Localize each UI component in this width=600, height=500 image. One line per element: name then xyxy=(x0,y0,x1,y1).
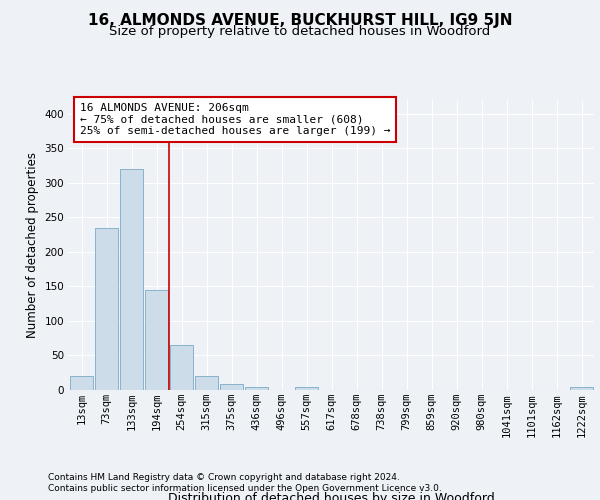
Bar xyxy=(245,386,268,390)
X-axis label: Distribution of detached houses by size in Woodford: Distribution of detached houses by size … xyxy=(168,492,495,500)
Text: Contains public sector information licensed under the Open Government Licence v3: Contains public sector information licen… xyxy=(48,484,442,493)
Text: Size of property relative to detached houses in Woodford: Size of property relative to detached ho… xyxy=(109,25,491,38)
Bar xyxy=(170,345,193,390)
Bar xyxy=(119,169,143,390)
Bar xyxy=(70,376,94,390)
Bar xyxy=(569,387,593,390)
Text: 16 ALMONDS AVENUE: 206sqm
← 75% of detached houses are smaller (608)
25% of semi: 16 ALMONDS AVENUE: 206sqm ← 75% of detac… xyxy=(79,103,390,136)
Bar xyxy=(194,376,218,390)
Bar xyxy=(295,386,319,390)
Text: Contains HM Land Registry data © Crown copyright and database right 2024.: Contains HM Land Registry data © Crown c… xyxy=(48,472,400,482)
Bar xyxy=(220,384,244,390)
Bar xyxy=(145,290,169,390)
Y-axis label: Number of detached properties: Number of detached properties xyxy=(26,152,39,338)
Bar xyxy=(95,228,118,390)
Text: 16, ALMONDS AVENUE, BUCKHURST HILL, IG9 5JN: 16, ALMONDS AVENUE, BUCKHURST HILL, IG9 … xyxy=(88,12,512,28)
